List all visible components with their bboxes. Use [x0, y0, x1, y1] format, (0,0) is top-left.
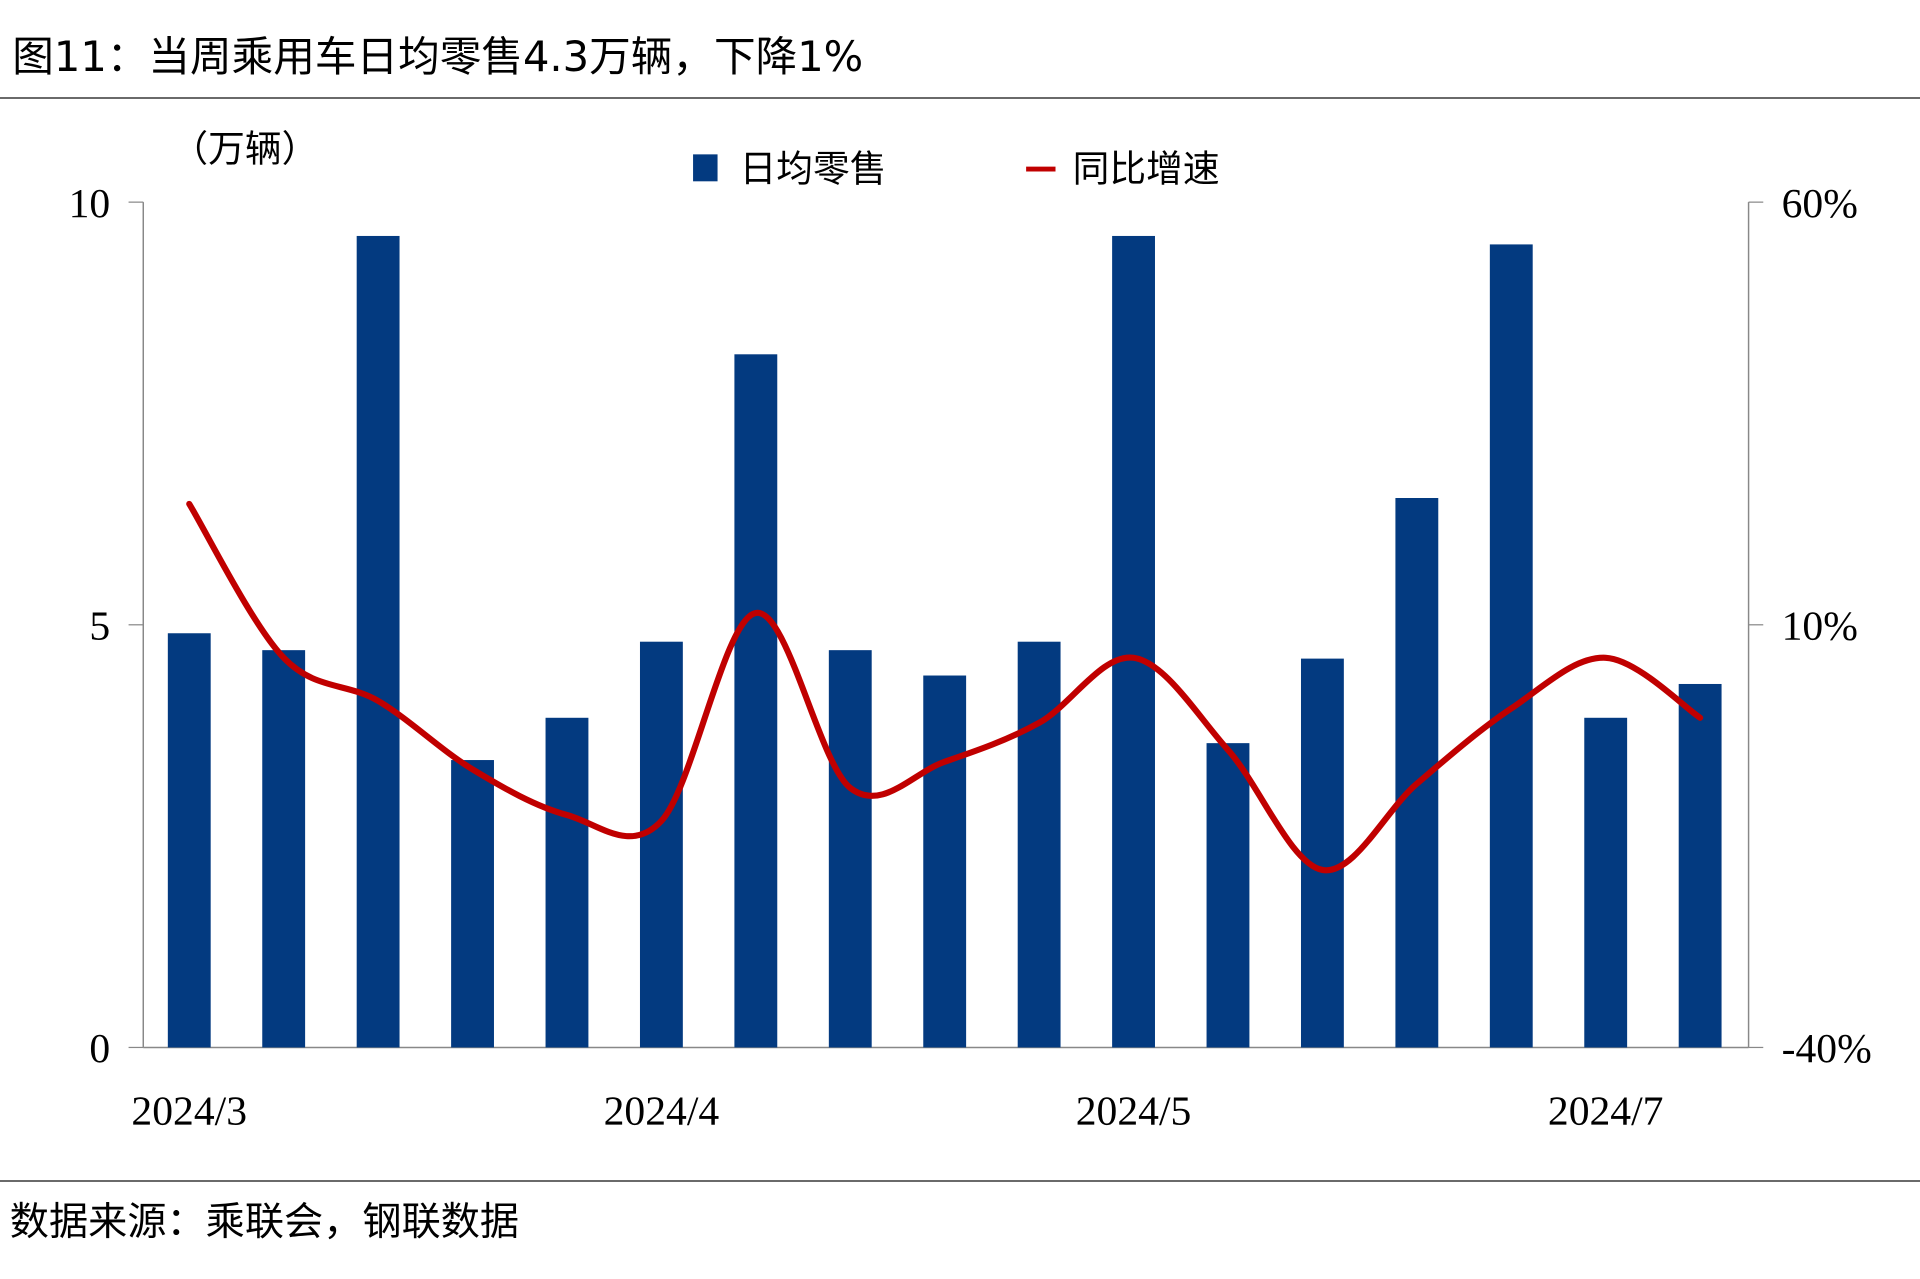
left-tick-label: 0 [89, 1026, 110, 1072]
bar [828, 650, 872, 1048]
yoy-growth-line [186, 500, 1704, 874]
bar [1678, 683, 1722, 1048]
bar [1489, 244, 1533, 1048]
legend-bar-swatch [693, 154, 718, 182]
x-tick-label: 2024/5 [1076, 1089, 1192, 1135]
legend-line-label: 同比增速 [1073, 147, 1220, 190]
bar [923, 675, 967, 1048]
source-note: 数据来源：乘联会，钢联数据 [10, 1200, 519, 1245]
x-tick-label: 2024/4 [604, 1089, 720, 1135]
bar [1206, 743, 1250, 1048]
bar [734, 354, 778, 1048]
right-tick-label: -40% [1782, 1026, 1872, 1072]
bar [451, 760, 494, 1048]
left-tick-label: 10 [69, 181, 111, 227]
bar [1017, 641, 1061, 1048]
bar [356, 235, 400, 1048]
bar [545, 717, 589, 1048]
x-tick-label: 2024/7 [1548, 1089, 1664, 1135]
right-tick-label: 10% [1782, 603, 1858, 649]
legend-bar-label: 日均零售 [740, 147, 887, 190]
bar [1300, 658, 1344, 1048]
left-axis-unit: （万辆） [171, 128, 318, 171]
left-tick-label: 5 [89, 603, 110, 649]
bar [167, 633, 211, 1048]
right-tick-label: 60% [1782, 181, 1858, 227]
bar [639, 641, 683, 1048]
x-tick-label: 2024/3 [131, 1089, 247, 1135]
bar [262, 650, 306, 1048]
legend: 日均零售 同比增速 [693, 147, 1220, 190]
figure-title: 图11：当周乘用车日均零售4.3万辆，下降1% [12, 32, 863, 81]
bar [1112, 235, 1155, 1048]
bar [1584, 717, 1628, 1048]
